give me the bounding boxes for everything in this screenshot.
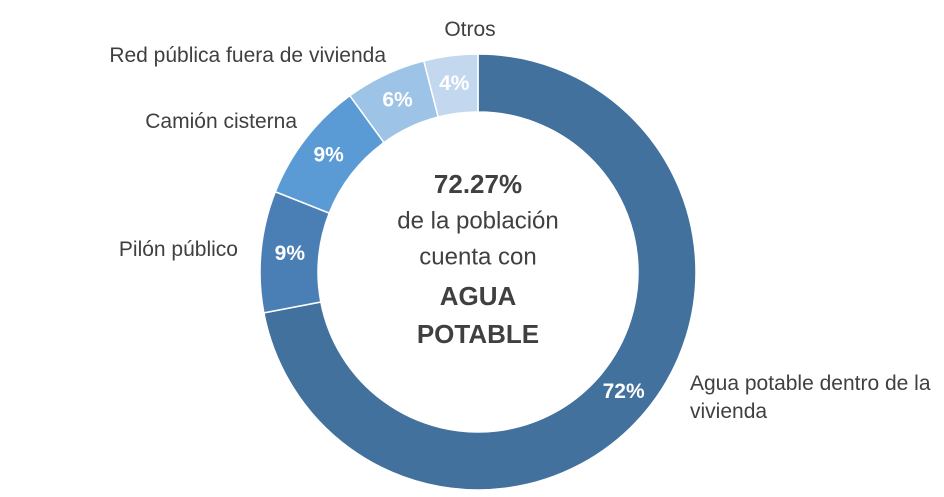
center-annotation: 72.27% [434,169,522,199]
value-label: 9% [313,144,344,167]
donut-slice [422,53,479,118]
category-label: Red pública fuera de vivienda [109,44,386,67]
category-label: Agua potable dentro de la vivienda [690,372,931,423]
value-label: 6% [382,89,413,112]
value-label: 9% [275,242,306,265]
center-annotation: cuenta con [419,243,536,270]
value-label: 72% [603,380,645,403]
center-annotation: POTABLE [417,319,539,349]
category-label: Camión cisterna [145,110,297,133]
value-label: 4% [439,72,470,95]
center-annotation: de la población [397,207,558,234]
category-label: Otros [444,18,496,41]
center-annotation: AGUA [440,281,517,311]
category-label: Pilón público [118,238,238,261]
donut-slice [262,53,697,491]
